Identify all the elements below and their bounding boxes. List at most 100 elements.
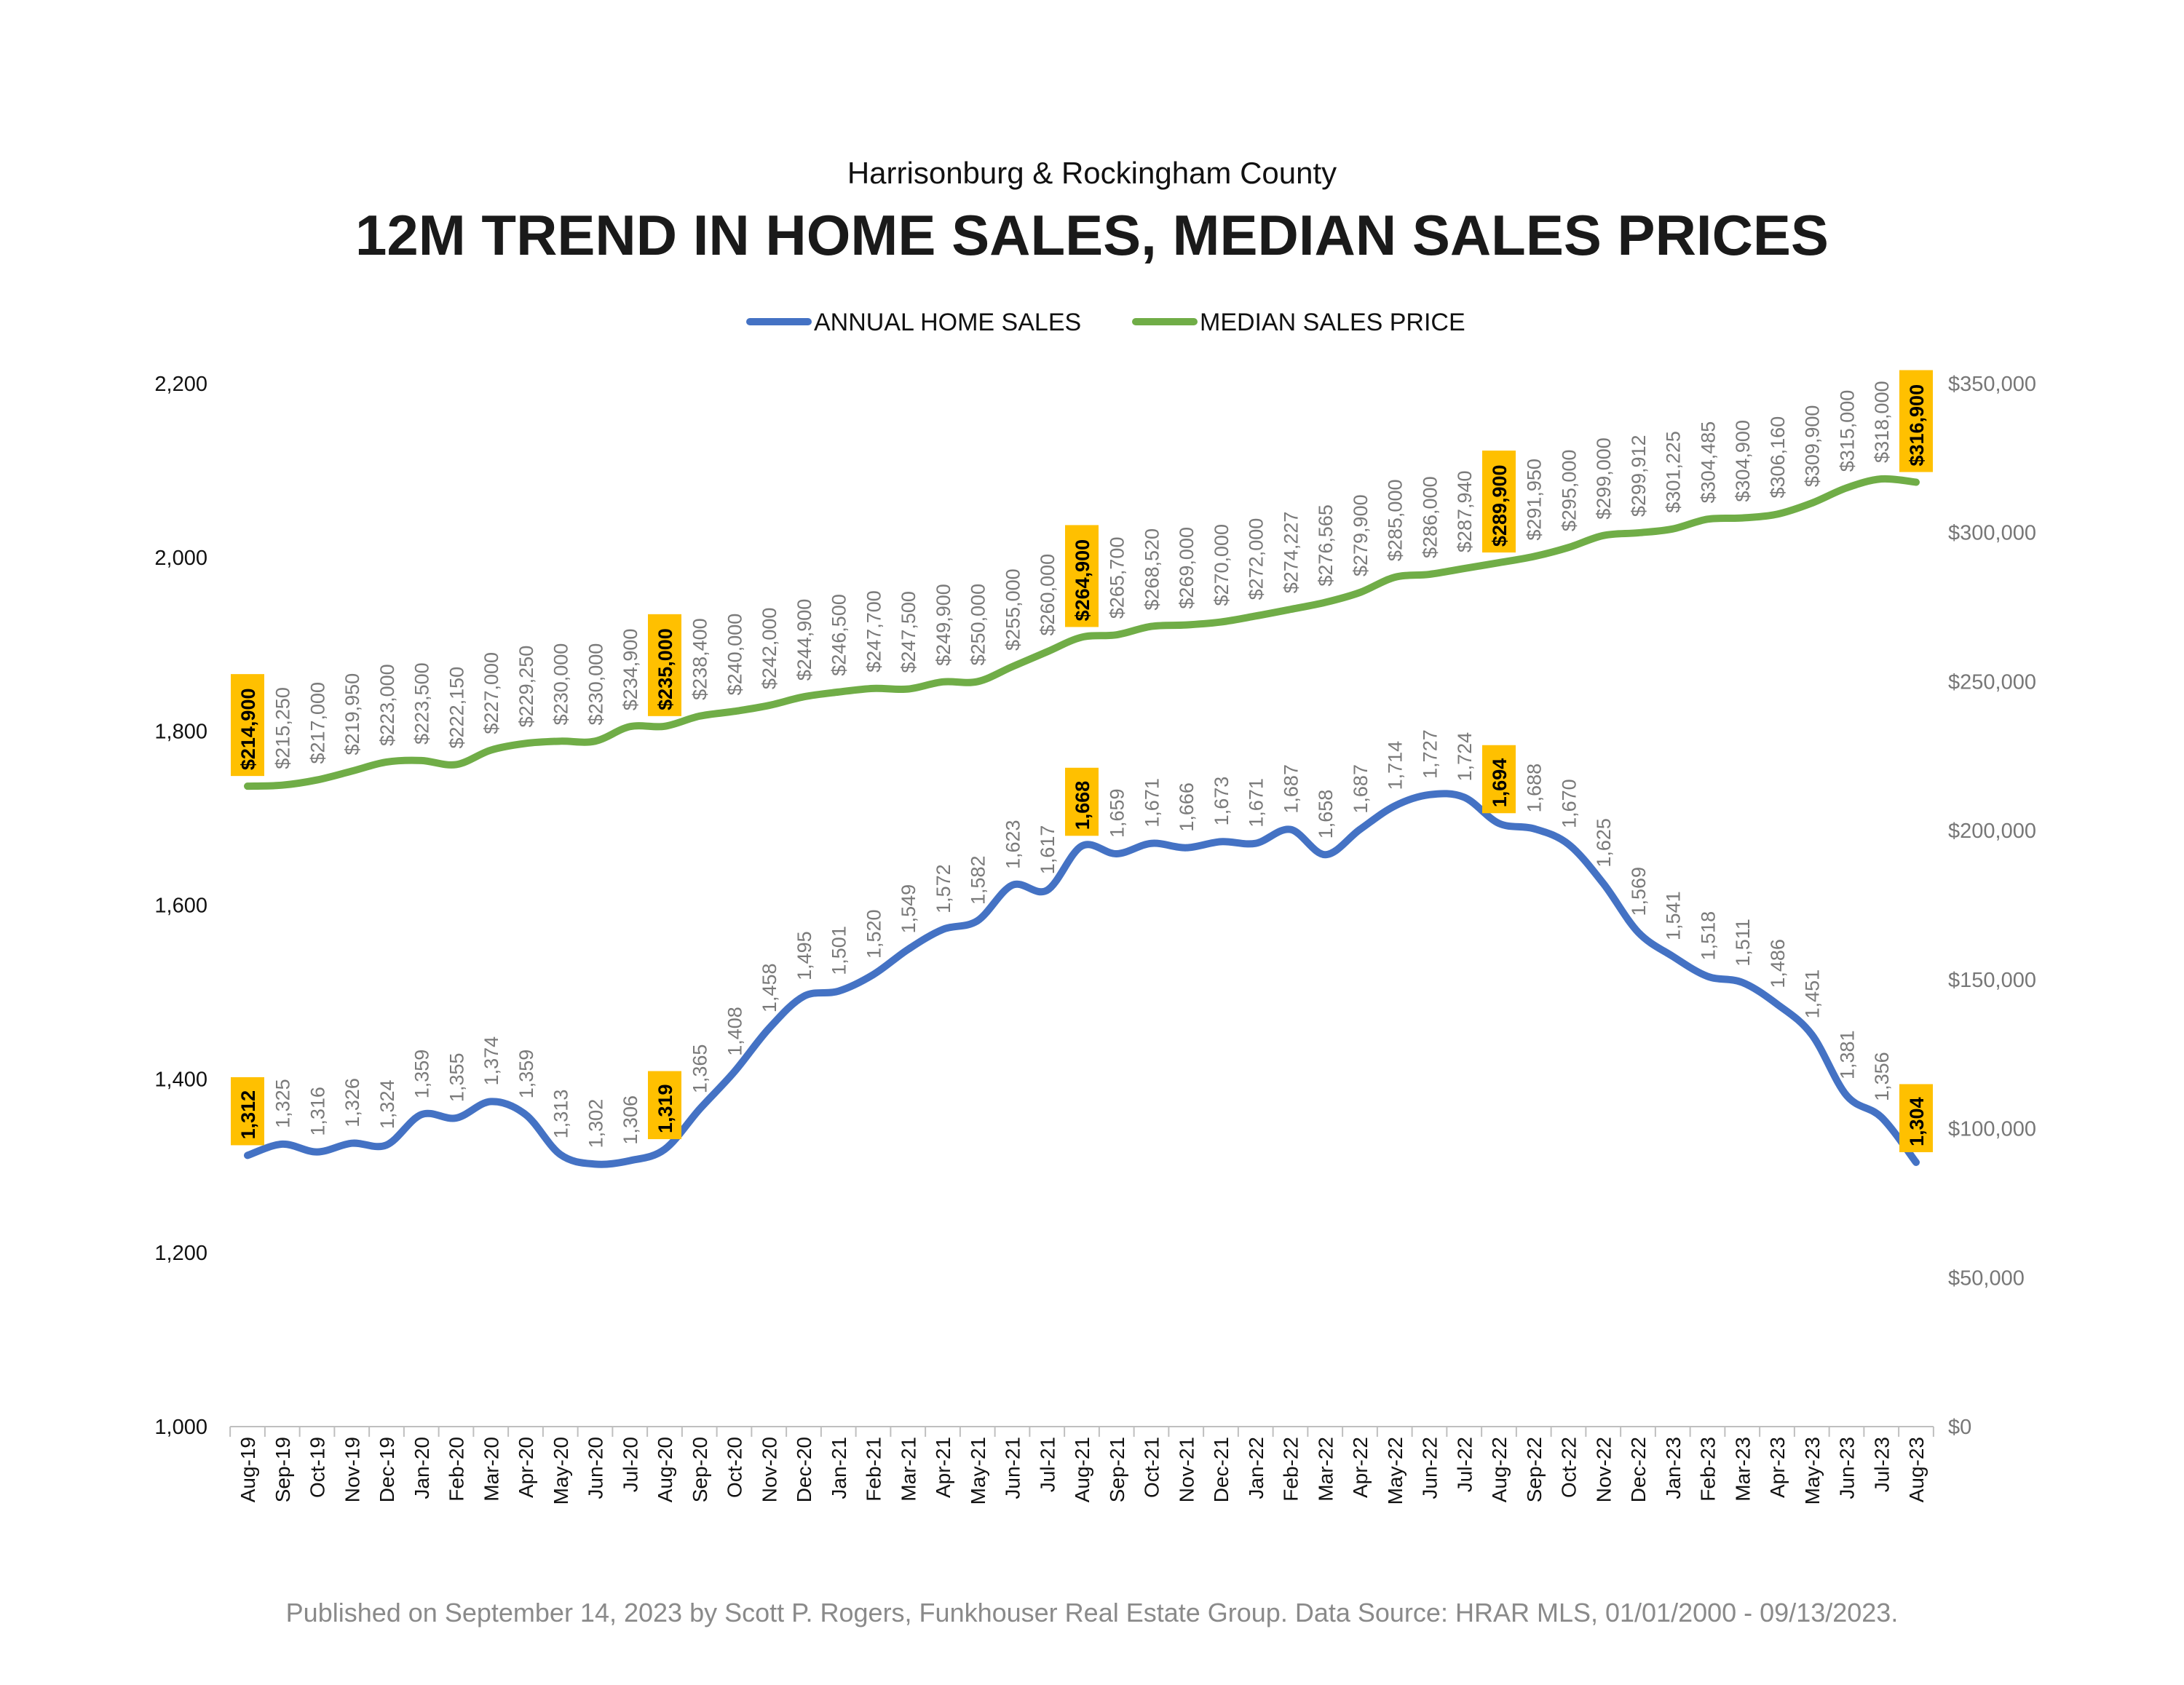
series-line-home-sales bbox=[244, 790, 1920, 1168]
x-axis-tick-label: Feb-23 bbox=[1697, 1437, 1720, 1502]
data-label-home-sales: 1,658 bbox=[1315, 790, 1337, 839]
x-axis-tick-label: Jun-20 bbox=[585, 1437, 607, 1499]
x-axis-tick-label: Aug-20 bbox=[654, 1437, 676, 1502]
data-label-median-price: $299,912 bbox=[1628, 435, 1650, 517]
data-label-median-price: $316,900 bbox=[1906, 384, 1928, 467]
data-label-median-price: $255,000 bbox=[1002, 568, 1024, 651]
x-axis-tick-label: Apr-20 bbox=[515, 1437, 537, 1498]
x-axis-tick-label: Apr-22 bbox=[1349, 1437, 1372, 1498]
data-label-home-sales: 1,319 bbox=[654, 1084, 676, 1133]
data-label-home-sales: 1,324 bbox=[376, 1080, 398, 1130]
x-axis-tick-label: Nov-22 bbox=[1592, 1437, 1615, 1502]
right-axis-tick-label: $150,000 bbox=[1948, 969, 2036, 992]
series-lines bbox=[244, 475, 1920, 1168]
data-label-home-sales: 1,549 bbox=[898, 884, 919, 934]
left-axis-tick-label: 1,400 bbox=[154, 1068, 207, 1091]
data-label-median-price: $268,520 bbox=[1142, 528, 1163, 611]
data-label-median-price: $230,000 bbox=[550, 643, 572, 726]
data-label-home-sales: 1,312 bbox=[237, 1090, 259, 1140]
x-axis-tick-label: Jan-23 bbox=[1662, 1437, 1685, 1499]
data-label-home-sales: 1,326 bbox=[341, 1078, 363, 1127]
data-label-median-price: $270,000 bbox=[1211, 524, 1233, 606]
x-axis-tick-label: Oct-19 bbox=[306, 1437, 329, 1498]
data-label-highlight-box bbox=[231, 1077, 264, 1146]
x-axis-tick-label: Dec-20 bbox=[793, 1437, 815, 1502]
left-y-axis: 1,000 1,200 1,400 1,600 1,800 2,000 2,200 bbox=[154, 373, 207, 1439]
data-label-median-price: $264,900 bbox=[1072, 539, 1093, 622]
data-label-median-price: $223,500 bbox=[411, 662, 433, 745]
data-label-median-price: $301,225 bbox=[1663, 431, 1685, 513]
data-label-median-price: $217,000 bbox=[307, 682, 329, 764]
data-label-home-sales: 1,569 bbox=[1628, 867, 1650, 916]
data-label-median-price: $289,900 bbox=[1489, 464, 1511, 547]
data-label-home-sales: 1,359 bbox=[411, 1050, 433, 1099]
data-label-home-sales: 1,688 bbox=[1524, 764, 1546, 813]
x-axis-tick-label: Jul-22 bbox=[1453, 1437, 1476, 1492]
x-axis-tick-label: May-21 bbox=[967, 1437, 989, 1504]
data-label-home-sales: 1,668 bbox=[1072, 781, 1093, 830]
data-label-home-sales: 1,356 bbox=[1871, 1052, 1893, 1101]
data-labels: 1,312 1,325 1,316 1,326 1,324 1,359 1,355 1,374… bbox=[231, 370, 1933, 1152]
data-label-median-price: $309,900 bbox=[1802, 405, 1824, 488]
x-axis-tick-label: Feb-20 bbox=[446, 1437, 468, 1502]
data-label-home-sales: 1,518 bbox=[1698, 911, 1720, 961]
data-label-median-price: $315,000 bbox=[1837, 390, 1859, 472]
x-axis-tick-label: Sep-22 bbox=[1523, 1437, 1546, 1502]
x-axis-tick-label: May-23 bbox=[1801, 1437, 1824, 1504]
data-label-home-sales: 1,495 bbox=[794, 931, 815, 980]
data-label-highlight-box bbox=[1065, 525, 1099, 627]
data-label-median-price: $249,900 bbox=[933, 584, 954, 666]
data-label-home-sales: 1,325 bbox=[272, 1079, 294, 1128]
left-axis-tick-label: 1,200 bbox=[154, 1242, 207, 1265]
x-axis-tick-label: Nov-20 bbox=[758, 1437, 780, 1502]
data-label-home-sales: 1,670 bbox=[1559, 779, 1580, 828]
x-axis-tick-label: Dec-19 bbox=[376, 1437, 398, 1502]
x-axis-tick-label: Feb-21 bbox=[863, 1437, 885, 1502]
data-label-home-sales: 1,687 bbox=[1350, 764, 1372, 814]
data-label-median-price: $250,000 bbox=[968, 584, 989, 666]
data-label-home-sales: 1,365 bbox=[689, 1044, 711, 1094]
data-label-home-sales: 1,671 bbox=[1142, 778, 1163, 828]
data-label-home-sales: 1,714 bbox=[1385, 741, 1406, 790]
x-axis-tick-label: Sep-19 bbox=[272, 1437, 294, 1502]
right-axis-tick-label: $50,000 bbox=[1948, 1266, 2025, 1290]
data-label-home-sales: 1,625 bbox=[1593, 818, 1615, 868]
x-axis-tick-label: Nov-21 bbox=[1175, 1437, 1198, 1502]
data-label-home-sales: 1,381 bbox=[1837, 1030, 1859, 1079]
data-label-median-price: $304,900 bbox=[1732, 420, 1754, 502]
data-label-home-sales: 1,306 bbox=[620, 1095, 641, 1145]
x-axis-tick-label: Dec-22 bbox=[1627, 1437, 1650, 1502]
data-label-median-price: $229,250 bbox=[515, 646, 537, 728]
data-label-median-price: $276,565 bbox=[1315, 504, 1337, 587]
data-label-highlight-box bbox=[1482, 451, 1516, 553]
right-axis-tick-label: $200,000 bbox=[1948, 820, 2036, 843]
x-axis-tick-label: Feb-22 bbox=[1280, 1437, 1302, 1502]
x-axis-tick-label: Aug-19 bbox=[237, 1437, 259, 1502]
data-label-highlight-box bbox=[231, 674, 264, 777]
data-label-home-sales: 1,359 bbox=[515, 1050, 537, 1099]
legend-label-home-sales: ANNUAL HOME SALES bbox=[814, 309, 1081, 336]
data-label-home-sales: 1,374 bbox=[480, 1036, 502, 1086]
data-label-median-price: $318,000 bbox=[1871, 381, 1893, 463]
data-label-home-sales: 1,458 bbox=[759, 963, 780, 1012]
x-axis-tick-label: Oct-22 bbox=[1558, 1437, 1580, 1498]
data-label-home-sales: 1,687 bbox=[1281, 764, 1302, 814]
data-label-home-sales: 1,623 bbox=[1002, 820, 1024, 869]
x-axis-tick-label: Apr-21 bbox=[932, 1437, 954, 1498]
data-label-median-price: $238,400 bbox=[689, 618, 711, 700]
data-label-median-price: $247,500 bbox=[898, 591, 919, 673]
data-label-home-sales: 1,724 bbox=[1454, 732, 1476, 782]
data-label-highlight-box bbox=[1065, 767, 1099, 836]
data-label-median-price: $215,250 bbox=[272, 687, 294, 769]
x-axis-tick-label: Mar-21 bbox=[897, 1437, 919, 1502]
data-label-home-sales: 1,520 bbox=[863, 909, 885, 959]
left-axis-tick-label: 2,200 bbox=[154, 373, 207, 396]
data-label-home-sales: 1,617 bbox=[1037, 825, 1059, 875]
data-label-home-sales: 1,304 bbox=[1906, 1097, 1928, 1146]
chart-title: 12M TREND IN HOME SALES, MEDIAN SALES PR… bbox=[355, 203, 1829, 267]
x-axis-tick-label: Aug-22 bbox=[1488, 1437, 1511, 1502]
x-axis-tick-label: Sep-20 bbox=[689, 1437, 711, 1502]
x-axis-tick-label: May-20 bbox=[550, 1437, 572, 1504]
x-axis-tick-label: Jan-20 bbox=[411, 1437, 433, 1499]
